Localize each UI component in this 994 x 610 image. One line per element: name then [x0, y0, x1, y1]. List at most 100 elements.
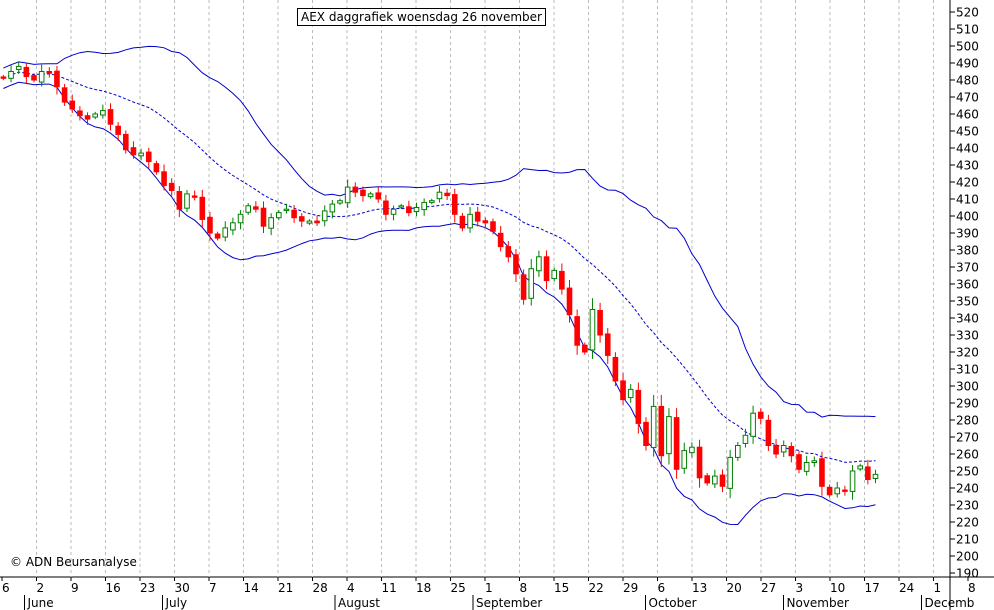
candle	[811, 456, 818, 467]
candle-body	[650, 405, 657, 449]
y-tick-label: 250	[956, 465, 979, 479]
candle	[130, 141, 137, 159]
candle	[46, 67, 53, 78]
candle-body	[757, 411, 764, 419]
y-tick-label: 480	[956, 74, 979, 88]
candle	[153, 160, 160, 175]
candle	[214, 231, 221, 241]
candle	[819, 451, 825, 496]
candle-body	[582, 344, 588, 353]
candle	[459, 212, 466, 232]
x-tick-label: 27	[761, 581, 776, 595]
x-axis: 6 2 9 16 23 30 7 14 21 28 4 11 18 25 1 8 15 22 29 6 13 20 27 3 1…	[1, 577, 976, 610]
candle-body	[276, 212, 282, 219]
candle	[0, 75, 7, 81]
candle-body	[199, 196, 206, 220]
candle	[413, 202, 420, 217]
candle	[727, 449, 733, 499]
candle	[604, 327, 611, 364]
candle-body	[490, 221, 496, 232]
candle-body	[765, 419, 772, 446]
candle	[536, 250, 542, 277]
candle-body	[528, 268, 535, 299]
x-tick-label: 1	[485, 581, 493, 595]
candle-body	[107, 109, 114, 125]
candle-body	[69, 100, 76, 110]
candle	[497, 226, 504, 252]
candle	[742, 428, 749, 448]
y-tick-label: 240	[956, 482, 979, 496]
candle-body	[467, 213, 473, 229]
candle	[826, 484, 833, 498]
candle	[712, 469, 718, 488]
candle	[436, 185, 443, 203]
candle	[222, 221, 229, 242]
candle-body	[796, 454, 802, 470]
candle	[582, 342, 588, 355]
y-tick-label: 300	[956, 380, 979, 394]
candle-body	[735, 445, 741, 458]
x-tick-label: 18	[416, 581, 431, 595]
candle-body	[719, 474, 726, 487]
candle-body	[291, 209, 297, 219]
x-tick-label: 9	[71, 581, 79, 595]
candle	[314, 215, 320, 226]
candle	[589, 298, 596, 359]
candle-body	[780, 445, 787, 453]
candle	[161, 164, 167, 191]
x-tick-label: 8	[968, 581, 976, 595]
candle	[398, 203, 404, 210]
candle-body	[176, 191, 183, 210]
candle	[566, 280, 573, 323]
month-label: July	[165, 596, 188, 610]
candles	[0, 61, 879, 500]
candle-body	[46, 71, 53, 74]
candle	[207, 212, 213, 241]
candle	[627, 384, 634, 403]
candle-body	[436, 191, 443, 200]
y-tick-label: 340	[956, 312, 979, 326]
y-tick-label: 360	[956, 278, 979, 292]
candle-body	[681, 450, 688, 469]
candle	[842, 485, 848, 496]
candle-body	[559, 270, 565, 290]
y-tick-label: 320	[956, 346, 979, 360]
candle-body	[0, 76, 7, 79]
candle-body	[92, 113, 99, 118]
candle	[123, 130, 129, 154]
upper-band-line	[3, 45, 876, 418]
candle	[321, 205, 328, 227]
candle-body	[38, 71, 45, 83]
candle	[513, 249, 519, 282]
y-tick-label: 350	[956, 295, 979, 309]
copyright-text: © ADN Beursanalyse	[10, 555, 137, 569]
candle	[344, 179, 351, 208]
candle	[574, 309, 580, 355]
candle-body	[712, 475, 718, 485]
candle	[230, 217, 236, 236]
candle	[551, 267, 558, 282]
candle-body	[872, 473, 879, 479]
candle-body	[612, 356, 619, 382]
lower-band-line	[3, 81, 876, 526]
x-tick-label: 23	[140, 581, 155, 595]
x-tick-label: 8	[520, 581, 528, 595]
candle-body	[367, 193, 374, 198]
candle	[520, 269, 527, 305]
y-tick-label: 420	[956, 176, 979, 190]
candle	[92, 111, 99, 120]
y-tick-label: 470	[956, 91, 979, 105]
x-tick-label: 30	[175, 581, 190, 595]
candle	[168, 178, 175, 196]
candle	[38, 64, 45, 87]
candle-body	[100, 110, 106, 116]
candle	[666, 408, 672, 465]
y-tick-label: 200	[956, 550, 979, 564]
middle-band-line	[3, 71, 876, 463]
candle	[689, 442, 695, 458]
candle-body	[207, 216, 213, 234]
candle	[8, 65, 14, 83]
candle-body	[54, 70, 60, 88]
candle-body	[842, 489, 848, 492]
